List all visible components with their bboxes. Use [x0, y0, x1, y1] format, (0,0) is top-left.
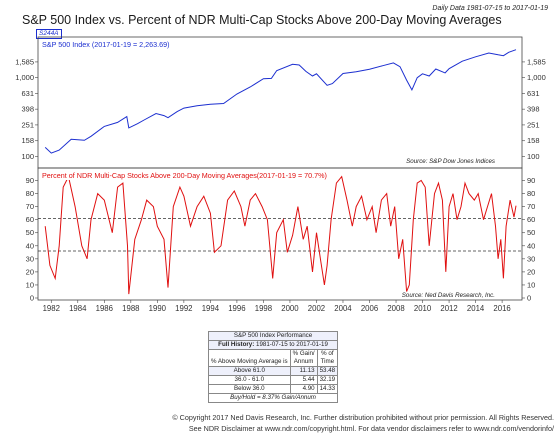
breadth-legend-label: Percent of NDR Multi-Cap Stocks Above 20… [42, 171, 327, 180]
y-tick-label-right: 398 [527, 105, 540, 114]
y-tick-label-right: 90 [527, 176, 535, 185]
perf-row-time: 14.33 [316, 384, 339, 394]
perf-col-time-1: % of [321, 350, 334, 357]
table-row: 36.0 - 61.0 5.44 32.19 [208, 375, 339, 385]
perf-col-gain: % Gain/ Annum [289, 349, 318, 367]
x-tick-label: 1984 [69, 304, 87, 313]
perf-row-gain: 5.44 [289, 375, 318, 385]
sp500-legend: S&P 500 Index (2017-01-19 = 2,263.69) [40, 40, 172, 49]
y-tick-label-right: 40 [527, 241, 535, 250]
y-tick-label-right: 1,000 [527, 73, 546, 82]
y-tick-label-right: 10 [527, 280, 535, 289]
perf-row-gain: 4.90 [289, 384, 318, 394]
y-tick-label-right: 631 [527, 89, 540, 98]
sp500-legend-label: S&P 500 Index (2017-01-19 = 2,263.69) [42, 40, 170, 49]
x-tick-label: 2008 [387, 304, 404, 313]
x-tick-label: 2012 [440, 304, 457, 313]
perf-row-time: 53.48 [316, 366, 339, 376]
x-tick-label: 1988 [122, 304, 139, 313]
perf-row-condition: Above 61.0 [208, 366, 291, 376]
sp500-line [44, 49, 517, 154]
x-tick-label: 2010 [414, 304, 432, 313]
x-tick-label: 1990 [149, 304, 167, 313]
sp500-source: Source: S&P Dow Jones Indices [406, 158, 495, 165]
perf-full-history: Full History: 1981-07-15 to 2017-01-19 [207, 340, 339, 350]
breadth-line [44, 175, 517, 295]
perf-col-condition: % Above Moving Average is [208, 349, 291, 367]
x-tick-label: 2016 [493, 304, 510, 313]
x-tick-label: 1998 [255, 304, 272, 313]
x-tick-label: 2002 [308, 304, 325, 313]
footer-disclaimer: See NDR Disclaimer at www.ndr.com/copyri… [188, 424, 554, 433]
perf-full-history-label: Full History: [218, 341, 255, 348]
chart-badge: S244A [36, 29, 62, 39]
y-tick-label-left: 158 [21, 136, 34, 145]
y-tick-label-left: 80 [26, 189, 34, 198]
y-tick-label-left: 30 [26, 254, 34, 263]
perf-row-time: 32.19 [316, 375, 339, 385]
x-tick-label: 2014 [467, 304, 485, 313]
x-tick-label: 2000 [281, 304, 299, 313]
x-tick-label: 2004 [334, 304, 352, 313]
y-tick-label-right: 158 [527, 136, 540, 145]
y-tick-label-left: 50 [26, 228, 34, 237]
perf-full-history-range: 1981-07-15 to 2017-01-19 [256, 341, 328, 348]
y-tick-label-right: 80 [527, 189, 535, 198]
date-range: Daily Data 1981-07-15 to 2017-01-19 [432, 5, 548, 12]
performance-table: S&P 500 Index Performance Full History: … [207, 331, 339, 403]
perf-col-time: % of Time [316, 349, 339, 367]
perf-row-condition: 36.0 - 61.0 [208, 375, 291, 385]
perf-col-gain-2: Annum [293, 358, 314, 365]
y-tick-label-right: 100 [527, 152, 540, 161]
x-tick-label: 1982 [43, 304, 60, 313]
y-tick-label-right: 30 [527, 254, 535, 263]
perf-row-condition: Below 36.0 [208, 384, 291, 394]
perf-table-title: S&P 500 Index Performance [207, 331, 339, 341]
bottom-panel-frame [37, 167, 523, 301]
y-tick-label-left: 90 [26, 176, 34, 185]
x-tick-label: 2006 [361, 304, 378, 313]
breadth-source: Source: Ned Davis Research, Inc. [401, 292, 495, 299]
perf-row-gain: 11.13 [289, 366, 318, 376]
footer-copyright: © Copyright 2017 Ned Davis Research, Inc… [172, 413, 554, 422]
y-tick-label-right: 1,585 [527, 57, 546, 66]
y-tick-label-left: 1,000 [15, 73, 34, 82]
y-tick-label-left: 398 [21, 105, 34, 114]
y-tick-label-right: 0 [527, 294, 531, 303]
y-tick-label-right: 20 [527, 267, 535, 276]
x-tick-label: 1994 [202, 304, 220, 313]
chart-title: S&P 500 Index vs. Percent of NDR Multi-C… [22, 13, 502, 27]
table-row: Above 61.0 11.13 53.48 [208, 366, 339, 376]
y-tick-label-right: 50 [527, 228, 535, 237]
y-tick-label-right: 70 [527, 202, 535, 211]
table-row: Below 36.0 4.90 14.33 [208, 384, 339, 394]
x-tick-label: 1992 [175, 304, 192, 313]
y-tick-label-left: 0 [30, 294, 34, 303]
y-tick-label-left: 1,585 [15, 57, 34, 66]
y-tick-label-left: 40 [26, 241, 34, 250]
x-tick-label: 1996 [228, 304, 245, 313]
y-tick-label-left: 20 [26, 267, 34, 276]
y-tick-label-left: 70 [26, 202, 34, 211]
breadth-legend: Percent of NDR Multi-Cap Stocks Above 20… [40, 171, 329, 180]
y-tick-label-left: 631 [21, 89, 34, 98]
y-tick-label-left: 100 [21, 152, 34, 161]
top-panel-frame [37, 36, 523, 169]
y-tick-label-right: 251 [527, 120, 540, 129]
perf-col-time-2: Time [320, 358, 335, 365]
perf-buy-hold: Buy/Hold = 8.37% Gain/Annum [207, 393, 339, 403]
y-tick-label-right: 60 [527, 215, 535, 224]
perf-col-gain-1: % Gain/ [292, 350, 315, 357]
x-tick-label: 1986 [96, 304, 113, 313]
y-tick-label-left: 10 [26, 280, 34, 289]
y-tick-label-left: 60 [26, 215, 34, 224]
y-tick-label-left: 251 [21, 120, 34, 129]
